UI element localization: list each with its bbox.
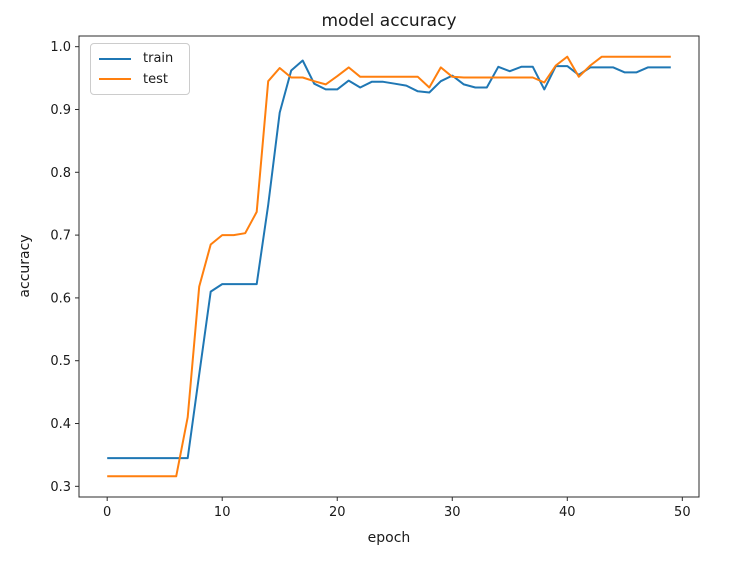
test-line-swatch <box>99 78 131 81</box>
y-tick-label: 0.7 <box>50 229 71 244</box>
legend-label-test: test <box>143 71 168 87</box>
y-tick-label: 0.3 <box>50 480 71 495</box>
y-tick-label: 0.6 <box>50 291 71 306</box>
legend: train test <box>90 43 190 95</box>
x-tick-label: 30 <box>444 505 461 520</box>
y-tick-label: 0.5 <box>50 354 71 369</box>
y-axis-label: accuracy <box>17 234 33 298</box>
y-tick-label: 1.0 <box>50 40 71 55</box>
x-tick-label: 10 <box>214 505 231 520</box>
x-tick-label: 0 <box>103 505 111 520</box>
test-line <box>107 55 671 478</box>
chart-title: model accuracy <box>321 11 457 31</box>
legend-entry-test: test <box>99 72 181 87</box>
x-tick-label: 40 <box>559 505 576 520</box>
axes-spines <box>78 35 700 498</box>
y-tick-label: 0.8 <box>50 166 71 181</box>
legend-entry-train: train <box>99 51 181 66</box>
legend-label-train: train <box>143 51 174 67</box>
y-tick-label: 0.4 <box>50 417 71 432</box>
y-tick-label: 0.9 <box>50 103 71 118</box>
x-tick-label: 50 <box>674 505 691 520</box>
train-line-swatch <box>99 57 131 60</box>
x-axis-label: epoch <box>367 530 411 546</box>
train-line <box>107 59 671 460</box>
x-tick-label: 20 <box>329 505 346 520</box>
